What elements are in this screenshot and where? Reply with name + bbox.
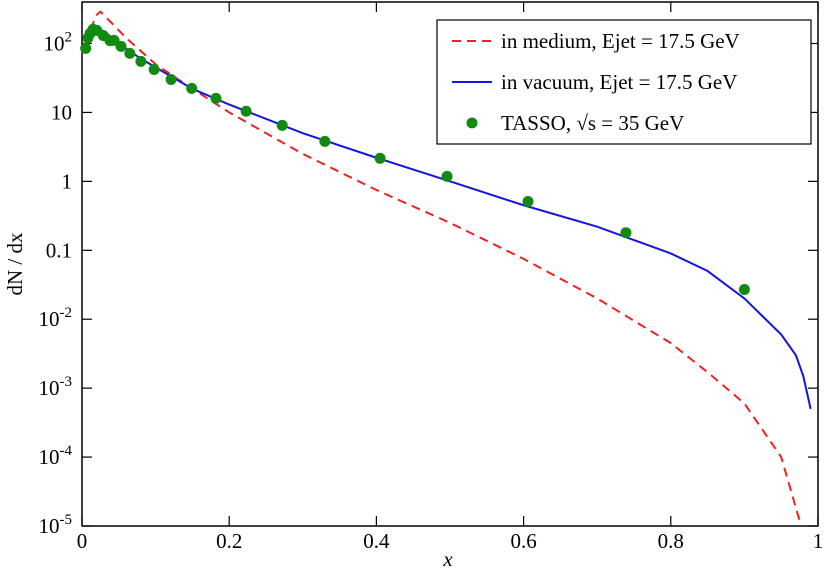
plot-frame bbox=[81, 1, 819, 527]
y-tick-label: 10-4 bbox=[39, 443, 73, 469]
y-tick-exponent: 2 bbox=[65, 29, 73, 45]
y-tick-base: 10 bbox=[39, 376, 60, 400]
y-tick-base: 10 bbox=[44, 31, 65, 55]
legend-label: in medium, Ejet = 17.5 GeV bbox=[501, 29, 740, 53]
y-tick-label: 10-2 bbox=[39, 305, 73, 331]
y-tick-exponent: -3 bbox=[60, 374, 73, 390]
legend-box bbox=[436, 19, 812, 145]
data-point bbox=[124, 47, 136, 59]
x-tick-label: 0.4 bbox=[363, 529, 390, 553]
y-tick-exponent: -2 bbox=[60, 305, 73, 321]
data-point bbox=[620, 227, 632, 239]
data-point bbox=[148, 63, 160, 75]
x-axis-label: x bbox=[442, 547, 453, 571]
y-tick-base: 0.1 bbox=[46, 238, 72, 262]
line bbox=[84, 10, 801, 521]
y-tick-label: 10 bbox=[51, 100, 72, 124]
legend-label: in vacuum, Ejet = 17.5 GeV bbox=[501, 70, 737, 94]
y-tick-label: 10-5 bbox=[39, 512, 73, 538]
y-tick-label: 0.1 bbox=[46, 238, 72, 262]
x-tick-label: 0.2 bbox=[216, 529, 242, 553]
data-point bbox=[240, 105, 252, 117]
y-axis-label: dN / dx bbox=[3, 232, 27, 296]
data-point bbox=[115, 40, 127, 52]
y-tick-label: 1 bbox=[62, 169, 73, 193]
y-tick-label: 102 bbox=[44, 29, 73, 55]
data-point bbox=[80, 42, 92, 54]
data-point bbox=[210, 92, 222, 104]
data-point bbox=[374, 152, 386, 164]
legend-label: TASSO, √s = 35 GeV bbox=[501, 111, 684, 135]
data-point bbox=[165, 74, 177, 86]
data-point bbox=[738, 283, 750, 295]
y-tick-exponent: -4 bbox=[60, 443, 73, 459]
data-point bbox=[276, 119, 288, 131]
legend-marker bbox=[466, 117, 478, 129]
y-tick-label: 10-3 bbox=[39, 374, 73, 400]
y-tick-exponent: -5 bbox=[60, 512, 73, 528]
y-tick-base: 10 bbox=[39, 514, 60, 538]
y-tick-base: 10 bbox=[39, 307, 60, 331]
x-tick-label: 0 bbox=[77, 529, 88, 553]
data-point bbox=[319, 135, 331, 147]
x-tick-label: 1 bbox=[813, 529, 824, 553]
data-point bbox=[441, 170, 453, 182]
data-point bbox=[135, 55, 147, 67]
data-point bbox=[522, 196, 534, 208]
x-tick-label: 0.6 bbox=[510, 529, 536, 553]
y-tick-base: 10 bbox=[39, 445, 60, 469]
x-tick-label: 0.8 bbox=[658, 529, 684, 553]
data-point bbox=[186, 82, 198, 94]
